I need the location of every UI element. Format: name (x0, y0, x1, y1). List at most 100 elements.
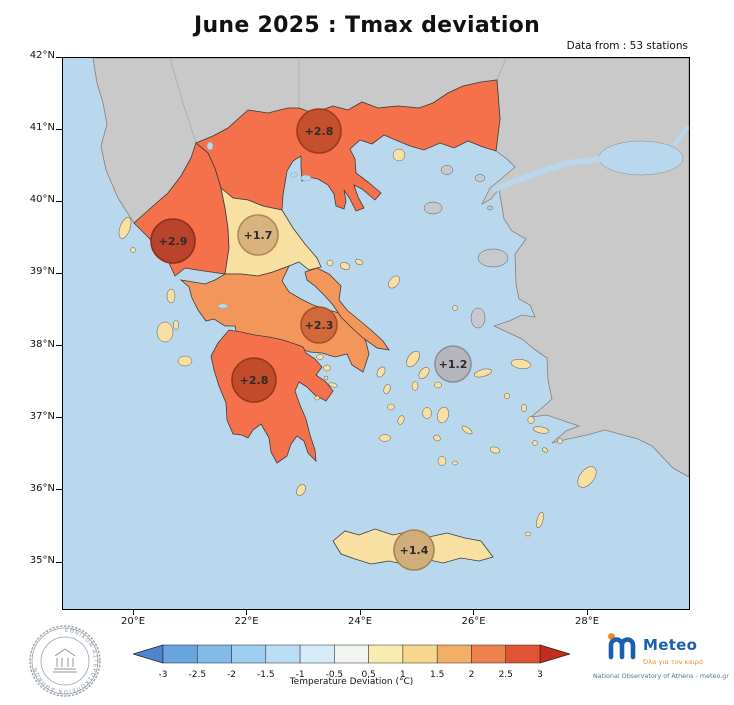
lon-tick-label: 20°E (120, 616, 146, 627)
lakes-layer (206, 141, 312, 309)
station-value-label: +1.4 (400, 544, 429, 557)
colorbar-tick-label: 0.5 (361, 670, 375, 680)
axis-tick (132, 609, 134, 615)
meteo-caption: National Observatory of Athens - meteo.g… (593, 672, 729, 681)
region-central-greece (179, 265, 370, 373)
colorbar-tick-label: 1 (400, 670, 406, 680)
islands-layer (118, 148, 597, 537)
saronic-islands-group (314, 354, 338, 401)
colorbar-tick-label: -0.5 (326, 670, 344, 680)
bosporus-strait (673, 126, 689, 146)
island-thasos (392, 148, 406, 162)
meteo-logo-block: Meteo Όλα για τον καιρό National Observa… (588, 630, 734, 680)
colorbar-tick-label: -1 (296, 670, 305, 680)
station-value-label: +2.8 (305, 125, 334, 138)
lon-tick-label: 22°E (234, 616, 259, 627)
station-circle (300, 306, 338, 344)
axis-tick (56, 200, 62, 202)
colorbar-tick-label: -3 (159, 670, 168, 680)
meteo-logo-row: Meteo (588, 630, 734, 660)
stations-count-note: Data from : 53 stations (566, 40, 688, 52)
island-kos (532, 426, 550, 434)
colorbar-segment (334, 644, 369, 664)
lat-tick-label: 42°N (29, 50, 55, 61)
cyclades-group (376, 350, 473, 466)
ionian-islands-group (118, 217, 306, 496)
marmara-sea (598, 140, 684, 176)
island-limnos (423, 201, 443, 215)
axis-tick (473, 609, 474, 615)
colorbar-segment (265, 644, 301, 664)
station-circle (237, 214, 279, 256)
lat-tick-label: 41°N (29, 122, 55, 134)
lat-tick-label: 35°N (29, 555, 55, 566)
island-paros (422, 407, 432, 419)
colorbar-tick-label: 2.5 (499, 670, 513, 680)
station-value-label: +1.7 (244, 229, 273, 242)
island-kefalonia (156, 321, 174, 343)
colorbar-arrow-left (133, 644, 164, 664)
island-zakynthos (177, 355, 193, 367)
axis-tick (56, 272, 62, 274)
colorbar-segment (197, 644, 232, 664)
foreign-borders (169, 58, 507, 144)
station-marker: +1.4 (393, 529, 435, 571)
colorbar-segment (162, 644, 198, 664)
lon-tick-label: 28°E (574, 616, 600, 627)
colorbar-tick-label: -2 (227, 670, 236, 680)
seal-outer-ring (29, 625, 101, 697)
colorbar-segment (368, 644, 404, 664)
axis-tick (246, 609, 247, 615)
axis-tick (56, 489, 62, 491)
station-marker: +2.8 (296, 108, 342, 154)
meteo-tagline: Όλα για τον καιρό (643, 658, 703, 666)
colorbar-segment (299, 644, 335, 664)
seal-ring-text: ΕΘΝΙΚΟΝ ΑΣΤΕΡΟΣΚΟΠΕΙΟΝ ΑΘΗΝΩΝ (33, 628, 97, 694)
island-naxos (437, 406, 449, 424)
axis-tick (586, 609, 588, 615)
axis-tick (56, 561, 62, 563)
station-value-label: +1.2 (439, 358, 468, 371)
colorbar-segment (505, 644, 541, 664)
region-macedonia-thrace (195, 79, 501, 212)
colorbar-caption: Temperature Deviation (°C) (289, 677, 414, 687)
colorbar-tick-label: 1.5 (430, 670, 444, 680)
island-karpathos (536, 511, 544, 529)
colorbar: -3 -2.5 -2 -1.5 -1 -0.5 0.5 1 1.5 2 2.5 3 (133, 644, 570, 680)
colorbar-arrow-right (539, 644, 570, 664)
lat-tick-label: 37°N (29, 410, 55, 422)
lon-tick-label: 24°E (347, 616, 373, 627)
island-aegina (323, 364, 331, 372)
station-circle (296, 108, 342, 154)
station-value-label: +2.8 (240, 374, 269, 387)
lat-tick-label: 36°N (29, 482, 55, 494)
sporades-group (326, 258, 400, 289)
colorbar-segment (402, 644, 438, 664)
island-chios (470, 307, 486, 329)
meteo-m-icon (608, 633, 636, 660)
island-lesbos (477, 248, 509, 268)
island-milos (379, 434, 391, 442)
station-circle (231, 357, 277, 403)
colorbar-tick-label: -1.5 (257, 670, 275, 680)
north-aegean-group (392, 148, 532, 378)
colorbar-segment (471, 644, 506, 664)
axis-tick (56, 345, 62, 347)
station-value-label: +2.3 (305, 319, 334, 332)
colorbar-tick-label: -2.5 (188, 670, 206, 680)
station-marker: +1.2 (434, 345, 472, 383)
island-euboea (304, 267, 390, 351)
island-rhodes (577, 466, 597, 488)
colorbar-segment (436, 644, 472, 664)
colorbar-tick-label: 3 (537, 670, 543, 680)
station-marker: +1.7 (237, 214, 279, 256)
station-circle (150, 218, 196, 264)
island-samothrace (440, 165, 454, 175)
lat-tick-label: 39°N (29, 266, 55, 278)
island-ikaria (474, 368, 492, 378)
svg-text:ΕΘΝΙΚΟΝ ΑΣΤΕΡΟΣΚΟΠΕΙΟΝ ΑΘΗΝΩΝ: ΕΘΝΙΚΟΝ ΑΣΤΕΡΟΣΚΟΠΕΙΟΝ ΑΘΗΝΩΝ (33, 628, 98, 694)
stations-layer: +2.8 +2.9 +1.7 +2.3 +1.2 +2.8 +1.4 (150, 108, 472, 571)
axis-tick (56, 417, 62, 419)
station-marker: +2.3 (300, 306, 338, 344)
